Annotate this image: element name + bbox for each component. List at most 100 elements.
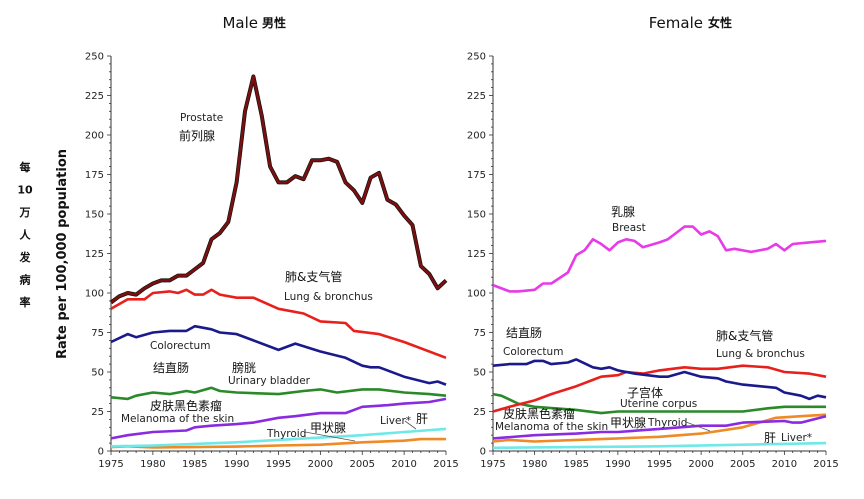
series-label: 乳腺 [611,205,635,219]
side-label-char: 病 [20,273,31,287]
x-tick-label: 2000 [688,459,713,470]
series-label: 结直肠 [506,326,542,340]
x-tick-label: 1990 [224,459,249,470]
y-tick-label: 225 [467,91,486,102]
x-tick-label: 2005 [730,459,755,470]
y-tick-label: 0 [98,447,104,458]
series-label: 肝 [416,412,428,426]
y-tick-label: 250 [467,52,486,63]
x-tick-label: 1985 [564,459,589,470]
x-tick-label: 2005 [350,459,375,470]
series-label: 子宫体 [627,385,663,400]
x-tick-label: 1985 [182,459,207,470]
series-label: 皮肤黑色素瘤 [503,406,575,421]
series-label: Melanoma of the skin [121,413,234,425]
series-line-colorectum [110,324,447,386]
y-axis-label: Rate per 100,000 population [55,149,70,359]
thyroid-leader-line [304,431,356,442]
liver-leader-line [404,420,417,430]
series-label: 甲状腺 [610,416,646,430]
series-label: Melanoma of the skin [495,421,608,433]
y-tick-label: 175 [85,170,104,181]
series-label: Liver* [380,415,411,427]
y-tick-label: 50 [473,368,486,379]
x-tick-label: 1980 [522,459,547,470]
y-tick-label: 25 [91,407,104,418]
male-title-cn: 男性 [262,15,286,30]
female-panel: Female 女性 0 25 50 75 100 125 150 175 200 225 250 19… [467,14,839,470]
x-tick-label: 1980 [140,459,165,470]
female-title-cn: 女性 [708,15,732,30]
series-line-prostate [110,75,447,304]
series-line-melanoma-of-the-skin [110,397,447,440]
series-label: 肺&支气管 [285,269,342,284]
side-label-char: 率 [20,295,31,309]
series-label: 肺&支气管 [716,328,773,343]
series-label: Uterine corpus [620,398,697,410]
y-tick-label: 200 [467,131,486,142]
series-label: Breast [612,222,646,234]
x-tick-label: 1995 [647,459,672,470]
x-tick-label: 1975 [98,459,123,470]
series-line-breast [492,225,827,293]
side-label-char: 10 [17,184,33,197]
y-tick-label: 75 [473,328,486,339]
y-tick-label: 125 [85,249,104,260]
x-tick-label: 1975 [480,459,505,470]
series-line-lung-bronchus [110,288,447,360]
series-line-urinary-bladder [110,386,447,401]
y-tick-label: 100 [467,289,486,300]
series-line-liver [492,441,827,450]
female-title: Female [649,14,703,32]
series-label: 结直肠 [153,361,189,375]
series-label: Liver* [781,432,812,444]
male-title: Male [222,14,258,32]
x-tick-label: 2000 [308,459,333,470]
series-line-melanoma-of-the-skin [492,414,827,440]
side-label-char: 发 [19,250,32,264]
y-tick-label: 0 [480,447,486,458]
series-line-thyroid [492,413,827,443]
series-label: 肝 [764,431,776,445]
y-tick-label: 225 [85,91,104,102]
series-label: Prostate [180,112,223,124]
x-tick-label: 2010 [391,459,416,470]
series-label: 膀胱 [232,360,256,375]
series-outline [109,74,448,305]
series-label: Thyroid [266,428,306,440]
y-tick-label: 200 [85,131,104,142]
series-label: 前列腺 [179,128,215,143]
x-tick-label: 1990 [605,459,630,470]
side-label-char: 每 [20,160,31,174]
y-tick-label: 125 [467,249,486,260]
series-label: Colorectum [150,340,210,352]
male-panel: Male 男性 0 25 50 75 100 125 150 175 200 225 250 1975… [85,14,459,470]
x-tick-label: 1995 [266,459,291,470]
series-line-colorectum [492,358,827,401]
series-label: Thyroid [647,417,687,429]
series-label: 甲状腺 [310,421,346,435]
y-tick-label: 25 [473,407,486,418]
x-tick-label: 2015 [813,459,838,470]
thyroid-leader-line [685,421,711,432]
series-line-liver [110,427,447,448]
x-tick-label: 2015 [433,459,458,470]
y-tick-label: 150 [467,210,486,221]
y-tick-label: 150 [85,210,104,221]
series-label: Lung & bronchus [716,348,805,360]
series-line-thyroid [110,437,446,449]
y-tick-label: 50 [91,368,104,379]
series-label: 皮肤黑色素瘤 [150,398,222,413]
x-tick-label: 2010 [772,459,797,470]
side-label-char: 万 [19,206,31,219]
y-tick-label: 100 [85,289,104,300]
y-tick-label: 175 [467,170,486,181]
y-tick-label: 250 [85,52,104,63]
series-label: Colorectum [503,346,563,358]
series-label: Urinary bladder [228,375,311,387]
side-label-char: 人 [20,228,32,242]
series-label: Lung & bronchus [284,291,373,303]
y-tick-label: 75 [91,328,104,339]
